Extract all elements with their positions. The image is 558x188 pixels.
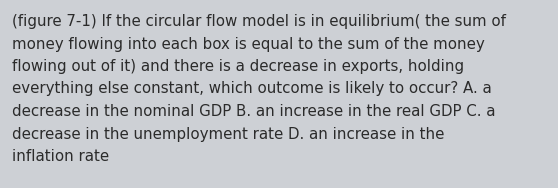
Text: decrease in the unemployment rate D. an increase in the: decrease in the unemployment rate D. an …	[12, 127, 444, 142]
Text: (figure 7-1) If the circular flow model is in equilibrium( the sum of: (figure 7-1) If the circular flow model …	[12, 14, 506, 29]
Text: everything else constant, which outcome is likely to occur? A. a: everything else constant, which outcome …	[12, 82, 492, 96]
Text: flowing out of it) and there is a decrease in exports, holding: flowing out of it) and there is a decrea…	[12, 59, 464, 74]
Text: money flowing into each box is equal to the sum of the money: money flowing into each box is equal to …	[12, 36, 485, 52]
Text: decrease in the nominal GDP B. an increase in the real GDP C. a: decrease in the nominal GDP B. an increa…	[12, 104, 496, 119]
Text: inflation rate: inflation rate	[12, 149, 109, 164]
